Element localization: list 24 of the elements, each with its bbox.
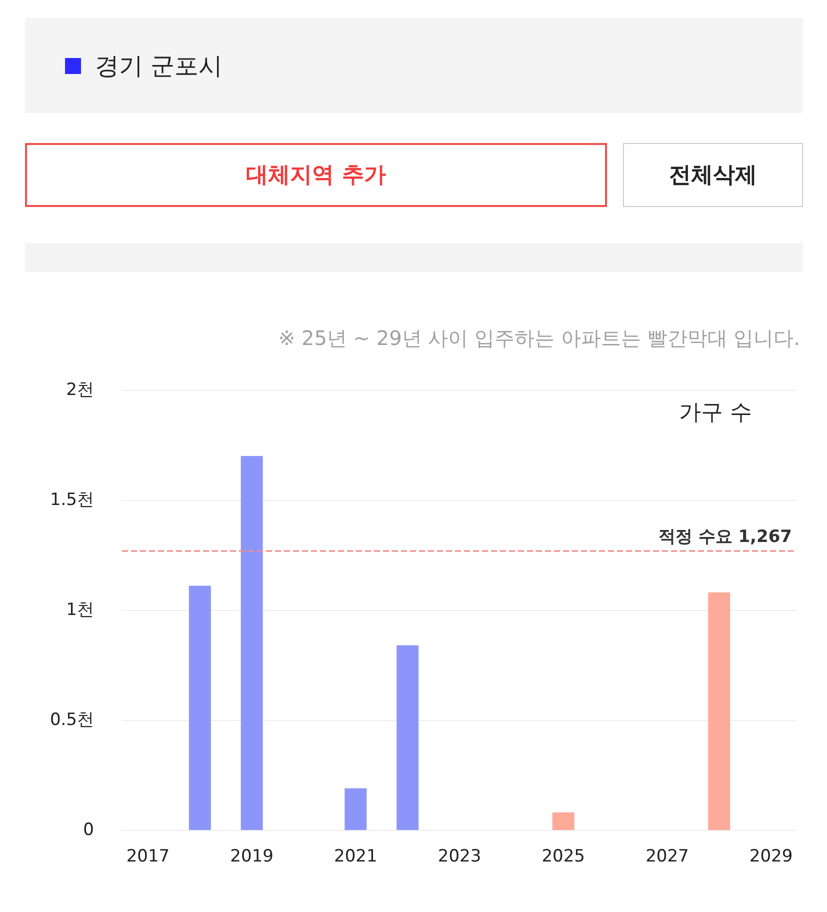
text: 전체삭제 (623, 143, 803, 207)
x-tick-label: 2025 (542, 846, 585, 866)
x-tick-label: 2021 (334, 846, 378, 866)
bar (240, 456, 263, 830)
y-tick-label: 2천 (66, 380, 94, 400)
bar (396, 645, 419, 830)
bar (708, 592, 730, 830)
x-tick-label: 2027 (646, 846, 689, 866)
y-tick-label: 1.5천 (50, 490, 94, 510)
chart-subtitle: ※ 25년 ~ 29년 사이 입주하는 아파트는 빨간막대 입니다. (278, 325, 800, 352)
y-tick-label: 0 (83, 820, 94, 840)
bar (188, 586, 211, 830)
x-tick-label: 2019 (230, 846, 274, 866)
y-tick-label: 0.5천 (50, 710, 94, 730)
y-axis-title: 가구 수 (679, 400, 752, 426)
x-tick-label: 2029 (749, 846, 793, 866)
y-tick-label: 1천 (66, 600, 94, 620)
bar (552, 812, 574, 830)
ref-line-label: 적정 수요 1,267 (658, 527, 792, 548)
text: 대체지역 추가 (25, 143, 607, 207)
x-tick-label: 2023 (438, 846, 482, 866)
text: 경기 군포시 (95, 50, 223, 82)
x-tick-label: 2017 (126, 846, 170, 866)
bar (344, 788, 367, 830)
